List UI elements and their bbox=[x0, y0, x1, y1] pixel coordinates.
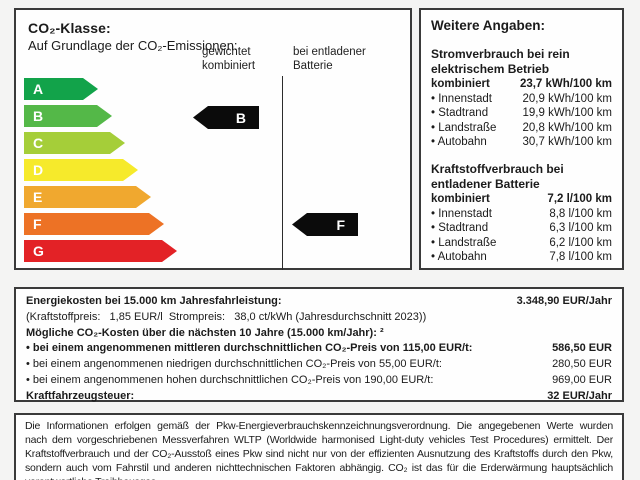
class-arrow-d: D bbox=[24, 159, 138, 181]
electric-combined-row: kombiniert 23,7 kWh/100 km bbox=[431, 78, 612, 90]
class-scale: A B C D E F G bbox=[24, 78, 177, 267]
marker-label: B bbox=[235, 109, 246, 126]
fuel-row-autobahn: • Autobahn 7,8 l/100 km bbox=[431, 251, 612, 264]
co2-cost-low-row: • bei einem angenommenen niedrigen durch… bbox=[26, 358, 612, 371]
class-arrow-b: B bbox=[24, 105, 112, 127]
further-details-title: Weitere Angaben: bbox=[431, 18, 546, 33]
class-arrow-label: C bbox=[33, 135, 44, 151]
class-arrow-c: C bbox=[24, 132, 125, 154]
disclaimer-line: nach dem vorgeschriebenen Messverfahren … bbox=[25, 434, 613, 446]
co2-cost-high-row: • bei einem angenommenen hohen durchschn… bbox=[26, 373, 612, 386]
class-arrow-g: G bbox=[24, 240, 177, 262]
column-divider bbox=[282, 76, 283, 270]
electric-row-landstrasse: • Landstraße 20,8 kWh/100 km bbox=[431, 121, 612, 134]
electric-row-innenstadt: • Innenstadt 20,9 kWh/100 km bbox=[431, 92, 612, 105]
electric-row-autobahn: • Autobahn 30,7 kWh/100 km bbox=[431, 136, 612, 149]
fuel-row-innenstadt: • Innenstadt 8,8 l/100 km bbox=[431, 207, 612, 220]
fuel-consumption-heading: Kraftstoffverbrauch bei entladener Batte… bbox=[431, 161, 564, 191]
disclaimer-line: verantwortliche Treibhausgas. bbox=[25, 475, 613, 480]
column-header-weighted-combined: gewichtet kombiniert bbox=[202, 46, 256, 72]
depleted-battery-class-marker: F bbox=[292, 213, 358, 236]
co2-class-title: CO₂-Klasse: bbox=[28, 20, 111, 36]
vehicle-tax-row: Kraftfahrzeugsteuer: 32 EUR/Jahr bbox=[26, 389, 612, 402]
class-arrow-label: B bbox=[33, 108, 44, 124]
co2-cost-medium-row: • bei einem angenommenen mittleren durch… bbox=[26, 342, 612, 355]
electric-consumption-heading: Stromverbrauch bei rein elektrischem Bet… bbox=[431, 47, 570, 76]
further-details-panel: Weitere Angaben: Stromverbrauch bei rein… bbox=[419, 8, 624, 270]
class-arrow-label: A bbox=[33, 81, 44, 97]
fuel-combined-row: kombiniert 7,2 l/100 km bbox=[431, 192, 612, 205]
energy-costs-panel: Energiekosten bei 15.000 km Jahresfahrle… bbox=[14, 287, 624, 402]
electric-row-stadtrand: • Stadtrand 19,9 kWh/100 km bbox=[431, 107, 612, 120]
marker-label: F bbox=[336, 216, 345, 233]
class-arrow-label: F bbox=[33, 216, 42, 232]
fuel-row-stadtrand: • Stadtrand 6,3 l/100 km bbox=[431, 222, 612, 235]
class-arrow-label: G bbox=[33, 243, 44, 259]
fuel-row-landstrasse: • Landstraße 6,2 l/100 km bbox=[431, 236, 612, 249]
column-header-depleted-battery: bei entladener Batterie bbox=[293, 46, 366, 72]
co2-class-subtitle: Auf Grundlage der CO₂-Emissionen: bbox=[28, 38, 238, 53]
class-arrow-a: A bbox=[24, 78, 98, 100]
class-arrow-f: F bbox=[24, 213, 164, 235]
co2-costs-heading-row: Mögliche CO₂-Kosten über die nächsten 10… bbox=[26, 326, 384, 339]
annual-energy-costs-row: Energiekosten bei 15.000 km Jahresfahrle… bbox=[26, 295, 612, 307]
disclaimer-line: sondern auch vom Fahrstil und anderen ni… bbox=[25, 462, 613, 474]
class-arrow-label: E bbox=[33, 189, 43, 205]
disclaimer-line: Die Informationen erfolgen gemäß der Pkw… bbox=[25, 420, 613, 432]
class-arrow-label: D bbox=[33, 162, 44, 178]
disclaimer-line: Kraftstoffverbrauch und der CO₂-Ausstoß … bbox=[25, 448, 613, 460]
disclaimer-panel: Die Informationen erfolgen gemäß der Pkw… bbox=[14, 413, 624, 480]
price-basis-row: (Kraftstoffpreis: 1,85 EUR/l Strompreis:… bbox=[26, 310, 427, 323]
co2-class-panel: CO₂-Klasse: Auf Grundlage der CO₂-Emissi… bbox=[14, 8, 412, 270]
weighted-combined-class-marker: B bbox=[193, 106, 259, 129]
class-arrow-e: E bbox=[24, 186, 151, 208]
